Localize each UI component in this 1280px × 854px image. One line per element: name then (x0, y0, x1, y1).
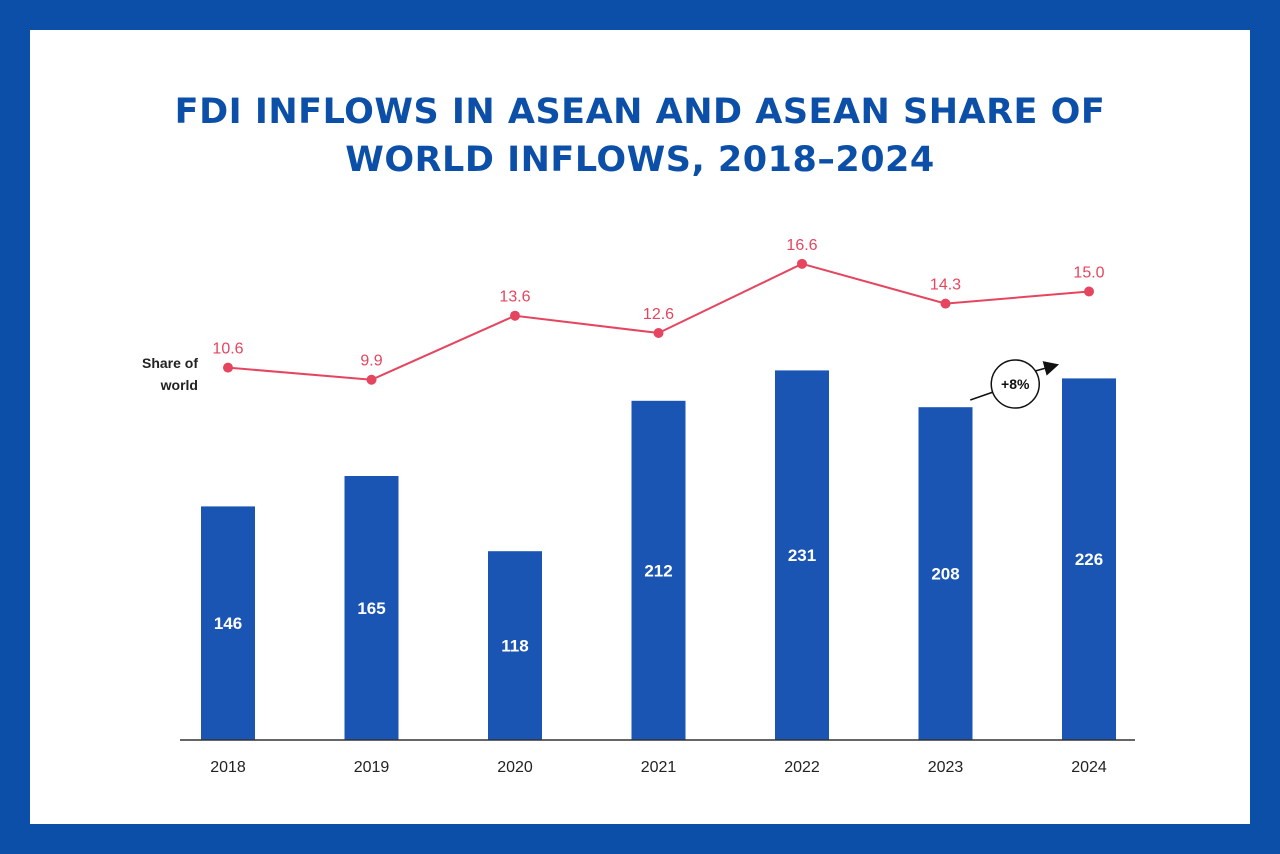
x-tick-label-2023: 2023 (928, 759, 964, 776)
growth-badge-label: +8% (1001, 376, 1030, 392)
x-tick-label-2019: 2019 (354, 759, 390, 776)
x-tick-label-2020: 2020 (497, 759, 533, 776)
share-point-2023 (940, 298, 951, 309)
share-value-label-2023: 14.3 (930, 277, 961, 294)
share-value-label-2020: 13.6 (499, 289, 530, 306)
bar-2024 (1062, 378, 1116, 740)
bar-value-label-2018: 146 (214, 614, 242, 633)
bar-2020 (488, 551, 542, 740)
chart-title: FDI INFLOWS IN ASEAN AND ASEAN SHARE OF … (30, 88, 1250, 184)
x-tick-label-2024: 2024 (1071, 759, 1107, 776)
growth-arrow (1035, 361, 1060, 376)
share-point-2020 (510, 310, 520, 321)
share-value-label-2021: 12.6 (643, 306, 674, 323)
bar-value-label-2021: 212 (644, 561, 672, 580)
bar-value-label-2020: 118 (501, 637, 528, 656)
x-tick-label-2018: 2018 (210, 759, 246, 776)
bar-2023 (918, 407, 973, 740)
bar-value-label-2022: 231 (788, 546, 816, 565)
bar-2021 (631, 400, 686, 740)
share-value-label-2018: 10.6 (212, 341, 243, 358)
bar-value-label-2023: 208 (931, 565, 959, 584)
share-point-2022 (797, 258, 807, 269)
share-point-2021 (653, 328, 664, 339)
bar-2018 (201, 506, 255, 740)
growth-badge (990, 359, 1040, 409)
x-tick-label-2022: 2022 (784, 759, 820, 776)
bar-2022 (775, 370, 829, 740)
share-value-label-2022: 16.6 (786, 237, 817, 254)
annotation-connector (970, 391, 994, 401)
share-of-world-label-line-2: world (160, 377, 198, 393)
chart-title-line-2: WORLD INFLOWS, 2018–2024 (345, 140, 935, 180)
share-point-2018 (223, 362, 233, 373)
share-value-label-2024: 15.0 (1073, 265, 1104, 282)
share-point-2024 (1084, 286, 1094, 297)
share-of-world-label-line-1: Share of (142, 355, 198, 371)
share-point-2019 (366, 374, 377, 385)
bar-2019 (344, 476, 399, 740)
bar-value-label-2024: 226 (1075, 550, 1103, 569)
bar-value-label-2019: 165 (357, 599, 385, 618)
chart-title-line-1: FDI INFLOWS IN ASEAN AND ASEAN SHARE OF (174, 92, 1106, 132)
share-value-label-2019: 9.9 (360, 353, 382, 370)
x-tick-label-2021: 2021 (641, 759, 677, 776)
